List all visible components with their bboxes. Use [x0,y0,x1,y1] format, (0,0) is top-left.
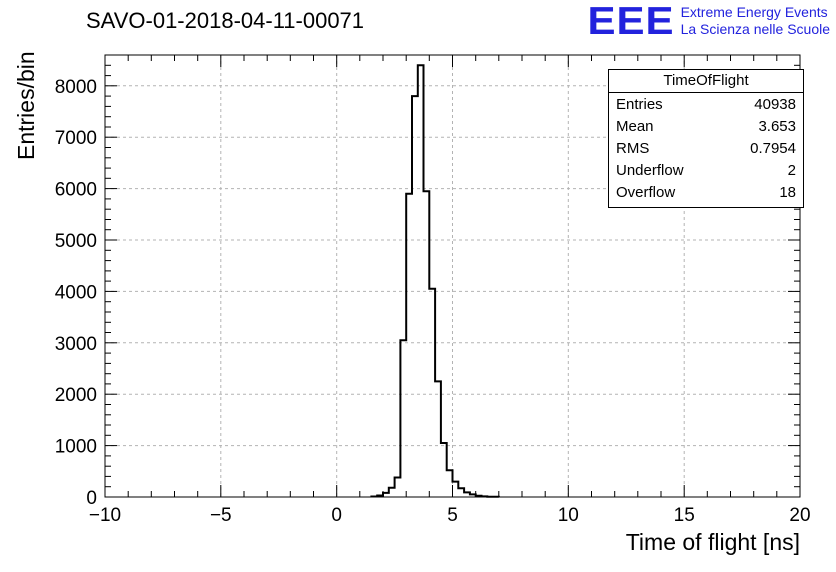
stat-label: Mean [616,117,654,135]
stat-label: RMS [616,139,650,157]
y-tick-label: 2000 [55,385,97,406]
x-tick-label: −5 [210,505,232,526]
stat-value: 2 [787,161,796,179]
y-tick-label: 1000 [55,437,97,458]
eee-logo: EEE Extreme Energy Events La Scienza nel… [587,0,830,43]
x-tick-labels: −10 −5 0 5 10 15 20 [89,505,811,526]
stats-box: TimeOfFlight Entries 40938 Mean 3.653 RM… [608,69,804,208]
x-tick-label: 10 [558,505,579,526]
gridlines [105,55,800,497]
page-title: SAVO-01-2018-04-11-00071 [86,8,365,33]
stat-label: Overflow [616,183,676,201]
y-tick-label: 4000 [55,282,97,303]
y-axis-title: Entries/bin [13,51,39,160]
eee-logo-subtitle-1: Extreme Energy Events [680,4,828,20]
eee-logo-mark: EEE [587,0,675,43]
stats-row-entries: Entries 40938 [609,93,803,115]
y-tick-label: 6000 [55,180,97,201]
axis-titles: Time of flight [ns] Entries/bin [13,51,800,555]
eee-logo-text: Extreme Energy Events La Scienza nelle S… [681,2,830,38]
stat-label: Entries [616,95,663,113]
stats-box-title: TimeOfFlight [609,70,803,93]
x-tick-label: 0 [331,505,342,526]
x-axis-title: Time of flight [ns] [626,529,800,555]
stats-row-mean: Mean 3.653 [609,115,803,137]
stat-value: 40938 [754,95,796,113]
y-tick-label: 8000 [55,77,97,98]
y-tick-label: 0 [86,488,97,509]
x-tick-label: 5 [447,505,458,526]
y-tick-label: 3000 [55,334,97,355]
histogram-line [370,64,500,498]
x-tick-label: −10 [89,505,121,526]
stat-value: 0.7954 [750,139,796,157]
x-tick-label: 20 [789,505,810,526]
x-tick-label: 15 [674,505,695,526]
eee-logo-subtitle-2: La Scienza nelle Scuole [680,21,830,37]
y-tick-label: 5000 [55,231,97,252]
stat-value: 18 [779,183,796,201]
stat-value: 3.653 [758,117,796,135]
stats-row-overflow: Overflow 18 [609,181,803,207]
histogram [370,64,500,498]
y-tick-label: 7000 [55,128,97,149]
stat-label: Underflow [616,161,684,179]
stats-row-rms: RMS 0.7954 [609,137,803,159]
y-tick-labels: 0 1000 2000 3000 4000 5000 6000 7000 8000 [55,77,97,509]
stats-row-underflow: Underflow 2 [609,159,803,181]
